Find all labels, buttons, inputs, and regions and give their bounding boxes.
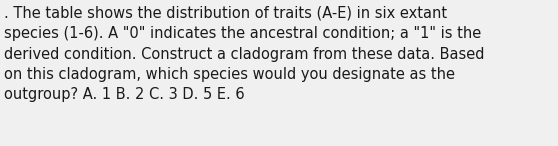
Text: . The table shows the distribution of traits (A-E) in six extant
species (1-6). : . The table shows the distribution of tr… <box>4 6 485 102</box>
